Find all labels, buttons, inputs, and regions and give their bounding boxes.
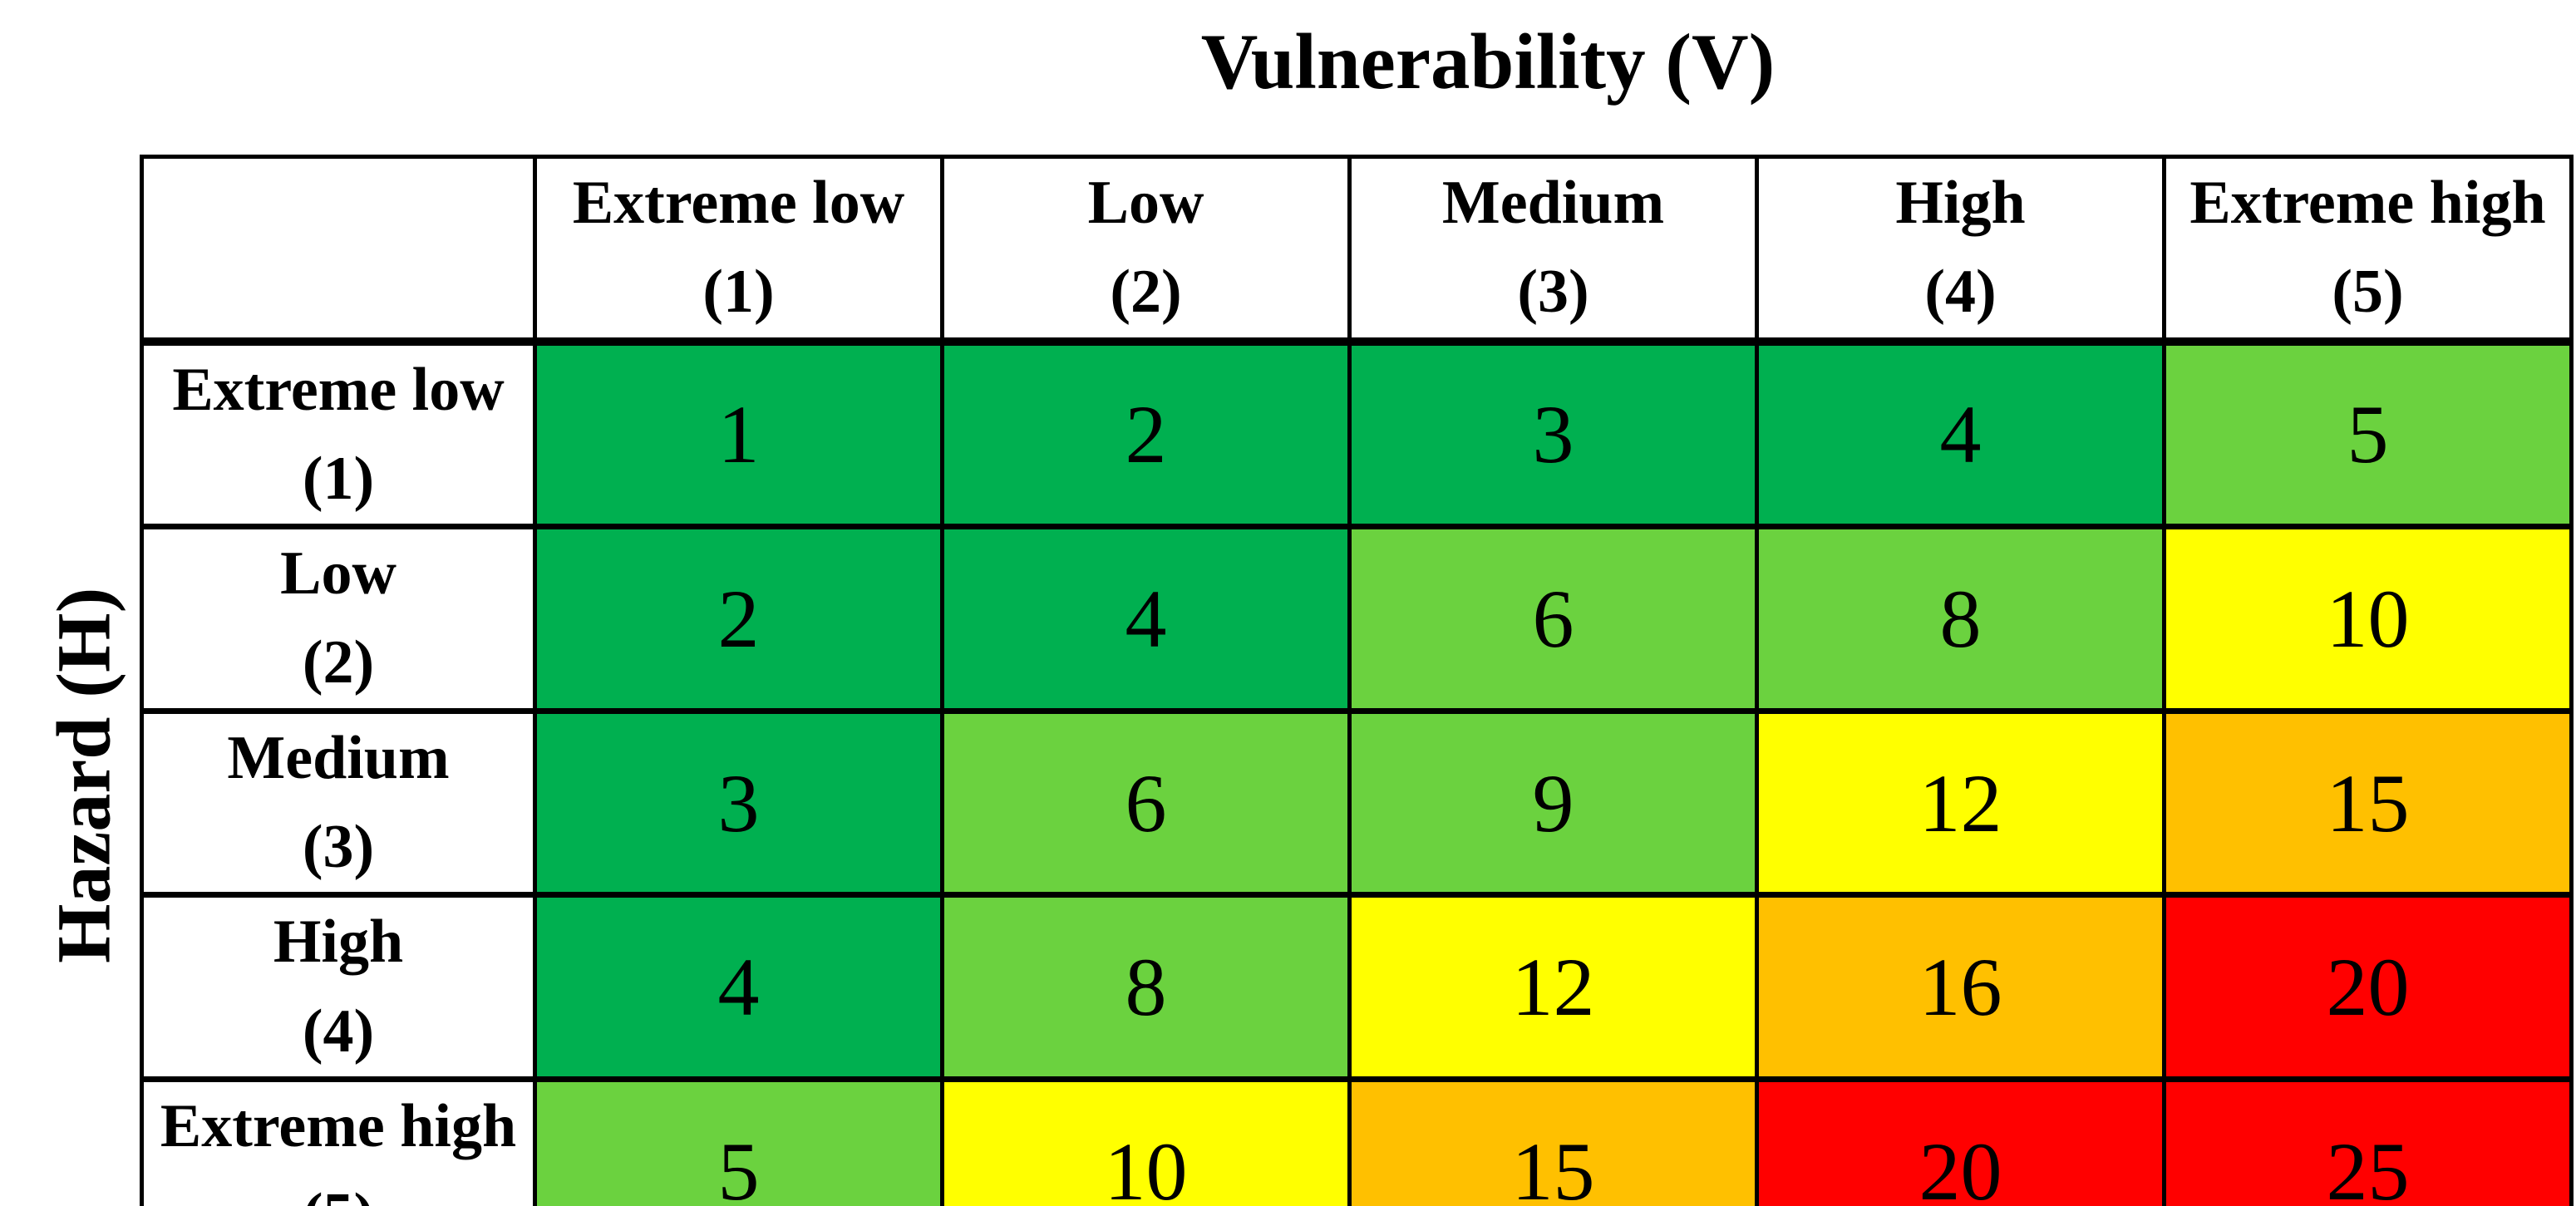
cell-h3-v2: 6 — [940, 707, 1352, 898]
col-header-name: High — [1895, 169, 2026, 237]
row-header-code: (4) — [302, 997, 375, 1066]
cell-h5-v5: 25 — [2162, 1076, 2574, 1206]
cell-h3-v4: 12 — [1755, 707, 2166, 898]
cell-h2-v1: 2 — [533, 524, 944, 714]
row-header-code: (5) — [144, 1171, 533, 1206]
row-header-name: High — [273, 908, 404, 977]
cell-h4-v4: 16 — [1755, 892, 2166, 1082]
row-header-high: High (4) — [140, 892, 537, 1082]
col-header-extreme-high: Extreme high (5) — [2162, 154, 2574, 346]
row-header-low: Low (2) — [140, 524, 537, 714]
cell-h2-v3: 6 — [1347, 524, 1759, 714]
cell-h3-v5: 15 — [2162, 707, 2574, 898]
row-header-code: (2) — [302, 628, 375, 697]
matrix-row-h1: Extreme low (1) 1 2 3 4 5 — [140, 337, 2574, 530]
col-header-code: (4) — [1924, 258, 1997, 327]
row-header-extreme-high: Extreme high (5) — [140, 1076, 537, 1206]
corner-cell — [140, 154, 537, 344]
col-header-code: (3) — [1517, 258, 1589, 327]
cell-h1-v4: 4 — [1755, 337, 2166, 530]
cell-h5-v1: 5 — [533, 1076, 944, 1206]
cell-h2-v4: 8 — [1755, 524, 2166, 714]
col-header-medium: Medium (3) — [1347, 154, 1759, 346]
cell-h3-v3: 9 — [1347, 707, 1759, 898]
matrix-row-h5: Extreme high (5) 5 10 15 20 25 — [140, 1076, 2574, 1206]
cell-h5-v2: 10 — [940, 1076, 1352, 1206]
cell-h4-v2: 8 — [940, 892, 1352, 1082]
row-header-name: Low — [280, 539, 396, 608]
col-header-name: Extreme low — [572, 169, 905, 237]
column-header-row: Extreme low (1) Low (2) Medium (3) High … — [140, 154, 2574, 346]
col-header-extreme-low: Extreme low (1) — [533, 154, 944, 346]
matrix-row-h2: Low (2) 2 4 6 8 10 — [140, 524, 2574, 714]
col-header-code: (2) — [1110, 258, 1182, 327]
row-header-medium: Medium (3) — [140, 707, 537, 898]
col-header-code: (1) — [702, 258, 775, 327]
cell-h5-v3: 15 — [1347, 1076, 1759, 1206]
row-header-code: (3) — [302, 813, 375, 882]
col-header-name: Medium — [1441, 169, 1665, 237]
cell-h3-v1: 3 — [533, 707, 944, 898]
col-header-low: Low (2) — [940, 154, 1352, 346]
vulnerability-axis-title: Vulnerability (V) — [1200, 17, 1776, 106]
cell-h4-v3: 12 — [1347, 892, 1759, 1082]
row-header-extreme-low: Extreme low (1) — [140, 337, 537, 530]
col-header-high: High (4) — [1755, 154, 2166, 346]
cell-h1-v1: 1 — [533, 337, 944, 530]
row-header-name: Extreme high — [160, 1091, 517, 1160]
cell-h1-v5: 5 — [2162, 337, 2574, 530]
cell-h1-v2: 2 — [940, 337, 1352, 530]
cell-h2-v5: 10 — [2162, 524, 2574, 714]
cell-h4-v5: 20 — [2162, 892, 2574, 1082]
matrix-row-h3: Medium (3) 3 6 9 12 15 — [140, 707, 2574, 898]
cell-h4-v1: 4 — [533, 892, 944, 1082]
hazard-axis-title: Hazard (H) — [41, 587, 126, 963]
row-header-name: Medium — [227, 723, 450, 792]
row-header-code: (1) — [302, 444, 375, 513]
row-header-name: Extreme low — [172, 355, 505, 424]
col-header-name: Extreme high — [2189, 169, 2546, 237]
risk-matrix-table: Extreme low (1) Low (2) Medium (3) High … — [140, 154, 2574, 1206]
matrix-row-h4: High (4) 4 8 12 16 20 — [140, 892, 2574, 1082]
cell-h2-v2: 4 — [940, 524, 1352, 714]
col-header-name: Low — [1087, 169, 1204, 237]
cell-h1-v3: 3 — [1347, 337, 1759, 530]
col-header-code: (5) — [2332, 258, 2404, 327]
cell-h5-v4: 20 — [1755, 1076, 2166, 1206]
